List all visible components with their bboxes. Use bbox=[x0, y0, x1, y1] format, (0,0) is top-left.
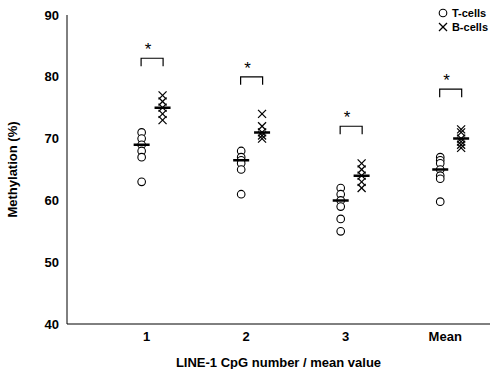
svg-text:Mean: Mean bbox=[429, 329, 462, 344]
svg-text:3: 3 bbox=[342, 329, 349, 344]
svg-text:LINE-1 CpG number / mean value: LINE-1 CpG number / mean value bbox=[176, 355, 381, 369]
svg-text:*: * bbox=[145, 40, 152, 59]
svg-text:*: * bbox=[443, 71, 450, 90]
svg-text:60: 60 bbox=[45, 193, 59, 208]
svg-text:2: 2 bbox=[243, 329, 250, 344]
svg-text:90: 90 bbox=[45, 8, 59, 23]
svg-text:Methylation (%): Methylation (%) bbox=[8, 121, 20, 217]
svg-text:*: * bbox=[244, 59, 251, 78]
svg-text:70: 70 bbox=[45, 131, 59, 146]
html-text:T-cells: T-cells bbox=[451, 7, 487, 19]
svg-text:80: 80 bbox=[45, 69, 59, 84]
svg-text:50: 50 bbox=[45, 255, 59, 270]
svg-text:40: 40 bbox=[45, 317, 59, 332]
svg-text:*: * bbox=[344, 108, 351, 127]
svg-text:1: 1 bbox=[143, 329, 150, 344]
html-text:B-cells: B-cells bbox=[451, 21, 488, 33]
